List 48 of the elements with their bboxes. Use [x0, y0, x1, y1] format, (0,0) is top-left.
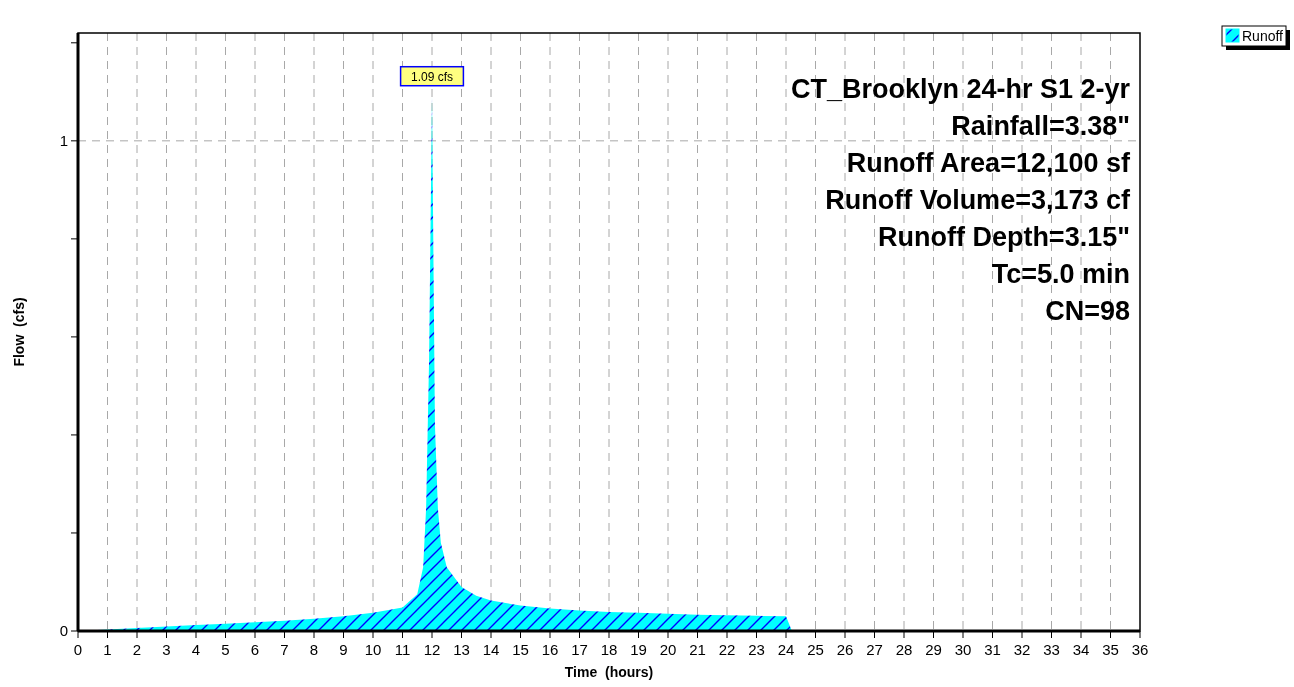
x-tick-label: 32: [1013, 641, 1031, 658]
x-tick-label: 3: [162, 641, 171, 658]
x-tick-label: 22: [718, 641, 736, 658]
x-tick-label: 8: [309, 641, 319, 658]
y-axis-title: Flow (cfs): [11, 297, 27, 367]
x-tick-label: 17: [571, 641, 588, 658]
x-tick-label: 5: [221, 641, 230, 658]
x-tick-label: 28: [895, 641, 913, 658]
annotation: CN=98: [1045, 296, 1130, 326]
x-tick-label: 18: [600, 641, 618, 658]
annotation: Tc=5.0 min: [991, 259, 1130, 289]
x-tick-label: 4: [191, 641, 201, 658]
x-tick-label: 1: [103, 641, 112, 658]
x-tick-label: 26: [836, 641, 854, 658]
x-tick-label: 24: [777, 641, 795, 658]
x-tick-label: 20: [659, 641, 677, 658]
annotation: Rainfall=3.38": [951, 111, 1130, 141]
x-tick-label: 35: [1102, 641, 1119, 658]
x-axis-title: Time (hours): [564, 664, 654, 680]
x-tick-label: 23: [748, 641, 765, 658]
x-tick-label: 0: [73, 641, 83, 658]
x-tick-label: 19: [630, 641, 647, 658]
annotation: Runoff Volume=3,173 cf: [825, 185, 1131, 215]
x-tick-label: 36: [1131, 641, 1149, 658]
x-tick-label: 13: [453, 641, 470, 658]
x-tick-label: 7: [280, 641, 289, 658]
x-tick-label: 16: [541, 641, 559, 658]
x-tick-label: 31: [984, 641, 1001, 658]
x-tick-label: 11: [394, 641, 411, 658]
legend-label: Runoff: [1242, 28, 1284, 44]
x-tick-label: 6: [250, 641, 260, 658]
x-tick-label: 9: [339, 641, 348, 658]
x-tick-label: 14: [482, 641, 500, 658]
x-tick-label: 21: [689, 641, 706, 658]
annotation: 1.09 cfs: [410, 69, 454, 84]
x-tick-label: 30: [954, 641, 972, 658]
x-tick-label: 27: [866, 641, 883, 658]
x-tick-label: 29: [925, 641, 942, 658]
x-tick-label: 10: [364, 641, 382, 658]
annotation: Runoff Area=12,100 sf: [846, 148, 1131, 178]
text: CT_Brooklyn 24-hr S1 2-yr: [790, 74, 1131, 104]
x-tick-label: 2: [132, 641, 142, 658]
x-tick-label: 25: [807, 641, 824, 658]
x-tick-label: 15: [512, 641, 529, 658]
x-tick-label: 33: [1043, 641, 1060, 658]
x-tick-label: 12: [423, 641, 441, 658]
x-tick-label: 34: [1072, 641, 1090, 658]
annotation: Runoff Depth=3.15": [877, 222, 1130, 252]
